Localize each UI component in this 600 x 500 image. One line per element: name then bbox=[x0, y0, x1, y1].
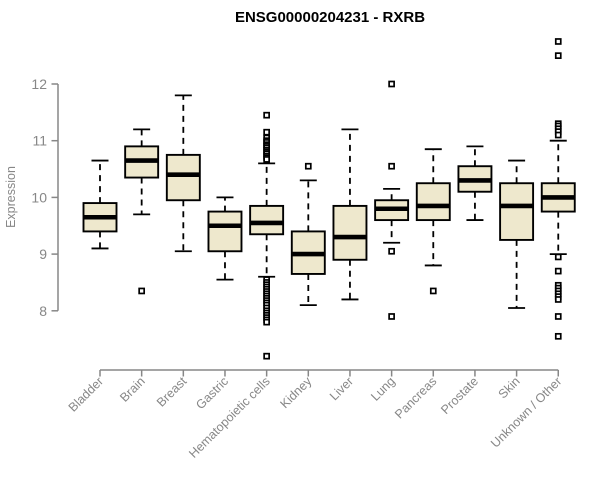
y-tick-label: 9 bbox=[39, 246, 47, 262]
outlier-point bbox=[388, 247, 395, 255]
outlier-point bbox=[388, 80, 395, 88]
outlier-point bbox=[429, 287, 437, 295]
outlier-point bbox=[263, 352, 270, 360]
chart-title: ENSG00000204231 - RXRB bbox=[235, 9, 425, 26]
box-group bbox=[82, 159, 118, 250]
x-category-label: Prostate bbox=[438, 374, 481, 417]
x-category-label: Liver bbox=[327, 374, 356, 403]
box-group bbox=[332, 128, 368, 301]
x-category-label: Unknown / Other bbox=[488, 374, 564, 450]
box-group bbox=[165, 94, 201, 253]
box-group bbox=[124, 128, 160, 295]
outlier-point bbox=[554, 296, 562, 303]
y-tick-label: 10 bbox=[31, 189, 47, 205]
iqr-box bbox=[165, 153, 201, 202]
iqr-box bbox=[207, 210, 243, 253]
outlier-point bbox=[304, 162, 312, 170]
box-group bbox=[540, 38, 576, 340]
outlier-point bbox=[263, 128, 270, 136]
y-axis-title: Expression bbox=[4, 166, 18, 228]
outlier-point bbox=[263, 156, 270, 163]
x-category-label: Kidney bbox=[277, 374, 314, 411]
outlier-point bbox=[554, 38, 562, 45]
outlier-point bbox=[263, 318, 270, 326]
x-category-label: Gastric bbox=[193, 374, 231, 412]
x-category-label: Hematopoietic cells bbox=[186, 374, 273, 461]
outlier-point bbox=[138, 287, 146, 295]
outlier-point bbox=[554, 332, 562, 340]
box-group bbox=[249, 111, 285, 360]
outlier-point bbox=[263, 111, 270, 119]
box-group bbox=[207, 196, 243, 281]
outlier-point bbox=[388, 162, 395, 170]
x-category-label: Lung bbox=[368, 374, 398, 404]
outlier-point bbox=[554, 52, 562, 60]
outlier-point bbox=[554, 131, 562, 139]
outlier-point bbox=[554, 313, 562, 320]
outlier-point bbox=[554, 267, 562, 275]
box-group bbox=[374, 80, 410, 320]
outlier-point bbox=[388, 313, 395, 320]
x-category-label: Breast bbox=[154, 374, 190, 410]
outlier-point bbox=[554, 253, 562, 261]
iqr-box bbox=[332, 204, 368, 261]
iqr-box bbox=[499, 182, 535, 241]
x-category-label: Bladder bbox=[66, 374, 106, 414]
x-category-label: Skin bbox=[496, 374, 523, 401]
x-category-label: Pancreas bbox=[392, 374, 439, 421]
box-group bbox=[415, 148, 451, 295]
y-tick-label: 12 bbox=[31, 76, 47, 92]
box-layer bbox=[82, 38, 576, 360]
box-group bbox=[290, 162, 326, 307]
y-tick-label: 11 bbox=[32, 133, 47, 149]
box-group bbox=[499, 159, 535, 309]
x-category-label: Brain bbox=[117, 374, 148, 405]
iqr-box bbox=[415, 182, 451, 222]
y-tick-label: 8 bbox=[39, 303, 47, 319]
iqr-box bbox=[249, 204, 285, 236]
box-group bbox=[457, 145, 493, 221]
